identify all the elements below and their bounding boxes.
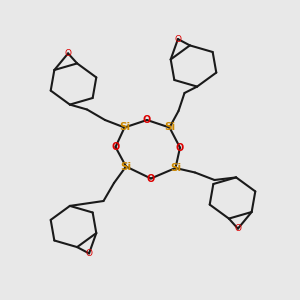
Text: Si: Si bbox=[164, 122, 175, 133]
Text: O: O bbox=[143, 115, 151, 125]
Text: O: O bbox=[174, 34, 182, 43]
Text: O: O bbox=[85, 249, 93, 258]
Text: Si: Si bbox=[170, 163, 181, 173]
Text: O: O bbox=[147, 173, 155, 184]
Text: Si: Si bbox=[119, 122, 130, 133]
Text: O: O bbox=[234, 224, 242, 233]
Text: Si: Si bbox=[120, 161, 132, 172]
Text: O: O bbox=[176, 142, 184, 153]
Text: O: O bbox=[64, 49, 72, 58]
Text: O: O bbox=[111, 142, 120, 152]
